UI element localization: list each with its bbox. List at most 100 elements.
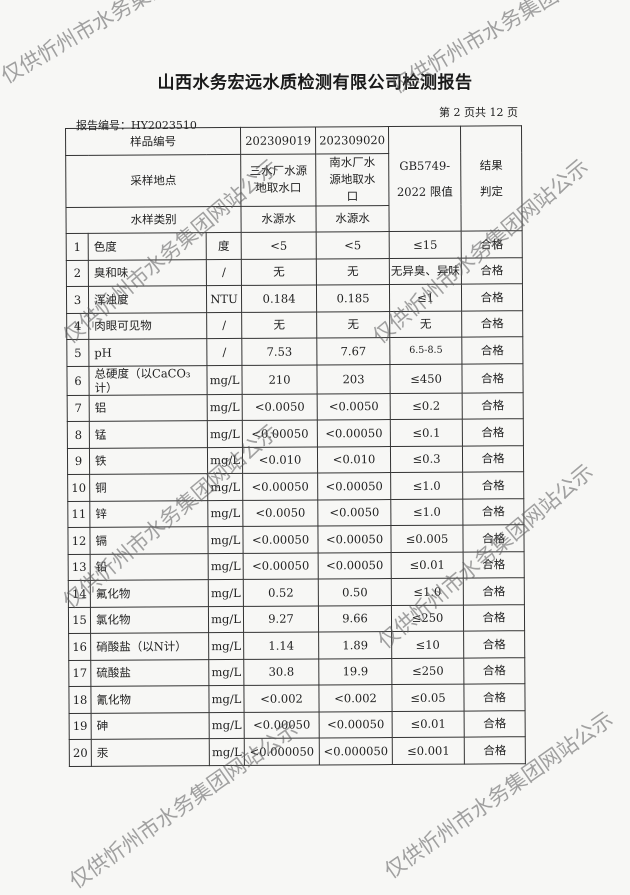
table-row: 6 总硬度（以CaCO₃计） mg/L 210 203 ≤450 合格 [66,363,524,395]
limit-value: ≤0.005 [390,525,464,553]
limit-value: ≤1.0 [391,578,464,606]
sample-1-value: 无 [241,258,317,286]
limit-value: 无 [389,310,462,338]
sample-1-value: 1.14 [243,631,319,659]
limit-value: ≤0.1 [390,419,463,447]
table-row: 8 锰 mg/L <0.00050 <0.00050 ≤0.1 合格 [67,418,524,448]
item-name: 色度 [88,232,207,260]
table-row: 17 硫酸盐 mg/L 30.8 19.9 ≤250 合格 [68,657,525,687]
unit: 度 [206,232,242,260]
sample-2-value: <5 [316,231,390,259]
limit-value: ≤15 [389,231,462,259]
unit: / [206,338,242,366]
sample-1-value: <0.000050 [244,737,320,765]
table-row: 16 硝酸盐（以N计） mg/L 1.14 1.89 ≤10 合格 [68,630,525,660]
table-row: 19 砷 mg/L <0.00050 <0.00050 ≤0.01 合格 [69,710,526,740]
row-number: 19 [69,712,92,740]
site-label: 采样地点 [65,153,242,207]
item-name: 总硬度（以CaCO₃计） [88,365,208,395]
item-name: 锰 [89,420,208,448]
sample-1-value: 210 [241,364,318,394]
result: 合格 [462,498,524,526]
sample-2-value: 19.9 [318,658,392,685]
sample-2-value: 9.66 [318,605,392,632]
item-name: 氯化物 [90,606,209,634]
report-number: 报告编号：HY2023510 [76,119,197,132]
item-name: 肉眼可见物 [88,312,207,340]
sample-1-value: 7.53 [241,337,317,365]
result: 合格 [464,710,526,738]
sample-no-1: 202309019 [240,126,316,154]
unit: mg/L [208,632,244,660]
row-number: 10 [67,474,90,501]
row-number: 7 [67,394,90,422]
type-2: 水源水 [316,205,390,232]
limit-value: ≤250 [391,604,464,632]
site-1: 三水厂水源地取水口 [240,153,317,206]
sample-1-value: <0.002 [243,684,320,712]
sample-2-value: 无 [316,258,390,285]
item-name: 镉 [89,526,209,554]
unit: mg/L [207,526,244,554]
sample-no-2: 202309020 [315,126,389,154]
result: 合格 [462,524,525,552]
results-table: 样品编号 202309019 202309020 GB5749-2022 限值 … [65,125,526,766]
limit-value: ≤250 [391,657,464,685]
result: 合格 [461,310,523,338]
item-name: 铜 [89,473,208,501]
table-row: 4 肉眼可见物 / 无无无合格 [66,310,523,340]
sample-2-value: <0.002 [318,684,393,712]
row-number: 17 [68,659,91,687]
item-name: 铅 [90,553,209,581]
sample-1-value: 无 [241,311,317,339]
table-row: 18 氰化物 mg/L <0.002 <0.002 ≤0.05 合格 [68,683,526,713]
limit-value: ≤0.01 [391,551,464,579]
unit: mg/L [206,364,243,395]
table-row: 1 色度度 <5 <5 ≤15 合格 [66,230,523,260]
row-number: 12 [67,527,91,554]
item-name: 砷 [91,712,210,740]
item-name: 锌 [89,500,208,528]
limit-value: ≤450 [389,363,463,394]
table-row: 11 锌 mg/L <0.0050 <0.0050 ≤1.0 合格 [67,498,524,528]
row-number: 18 [68,686,92,713]
result: 合格 [461,336,523,364]
row-number: 15 [68,606,91,634]
table-row: 5 pH/7.53 7.67 6.5-8.5 合格 [66,336,523,366]
table-row: 20 汞 mg/L <0.000050 <0.000050 ≤0.001 合格 [69,736,526,766]
result: 合格 [461,283,523,311]
sample-2-value: <0.010 [317,446,391,473]
sample-2-value: <0.00050 [317,419,391,447]
sample-1-value: 9.27 [243,605,319,633]
sample-2-value: 7.67 [316,337,390,365]
row-number: 11 [67,500,90,528]
result: 合格 [463,551,525,579]
sample-1-value: <0.00050 [243,552,319,580]
limit-value: ≤0.05 [391,684,465,712]
item-name: 氰化物 [90,685,210,713]
sample-2-value: 0.185 [316,284,390,312]
row-number: 14 [68,580,91,607]
item-name: 硫酸盐 [90,659,209,687]
result: 合格 [463,604,525,632]
result: 合格 [462,392,524,420]
sample-2-value: 无 [316,311,390,338]
header-row-sample-no: 样品编号 202309019 202309020 GB5749-2022 限值 … [65,125,523,232]
row-number: 16 [68,633,91,660]
unit: / [206,311,242,339]
page-info: 第 2 页共 12 页 [439,106,518,119]
unit: mg/L [207,393,243,421]
unit: mg/L [209,738,245,766]
limit-value: ≤1.0 [390,498,463,526]
row-number: 1 [66,233,89,260]
result: 合格 [461,230,523,258]
item-name: 氟化物 [90,579,209,607]
unit: mg/L [208,579,244,607]
sample-1-value: <0.00050 [242,525,319,553]
table-row: 7 铝 mg/L <0.0050 <0.0050 ≤0.2 合格 [67,392,524,422]
table-row: 12 镉 mg/L <0.00050 <0.00050 ≤0.005 合格 [67,524,525,554]
limit-value: ≤0.01 [392,710,465,738]
result: 合格 [464,736,526,764]
table-row: 9 铁 mg/L <0.010 <0.010 ≤0.3 合格 [67,445,524,475]
sample-2-value: <0.000050 [319,737,393,765]
